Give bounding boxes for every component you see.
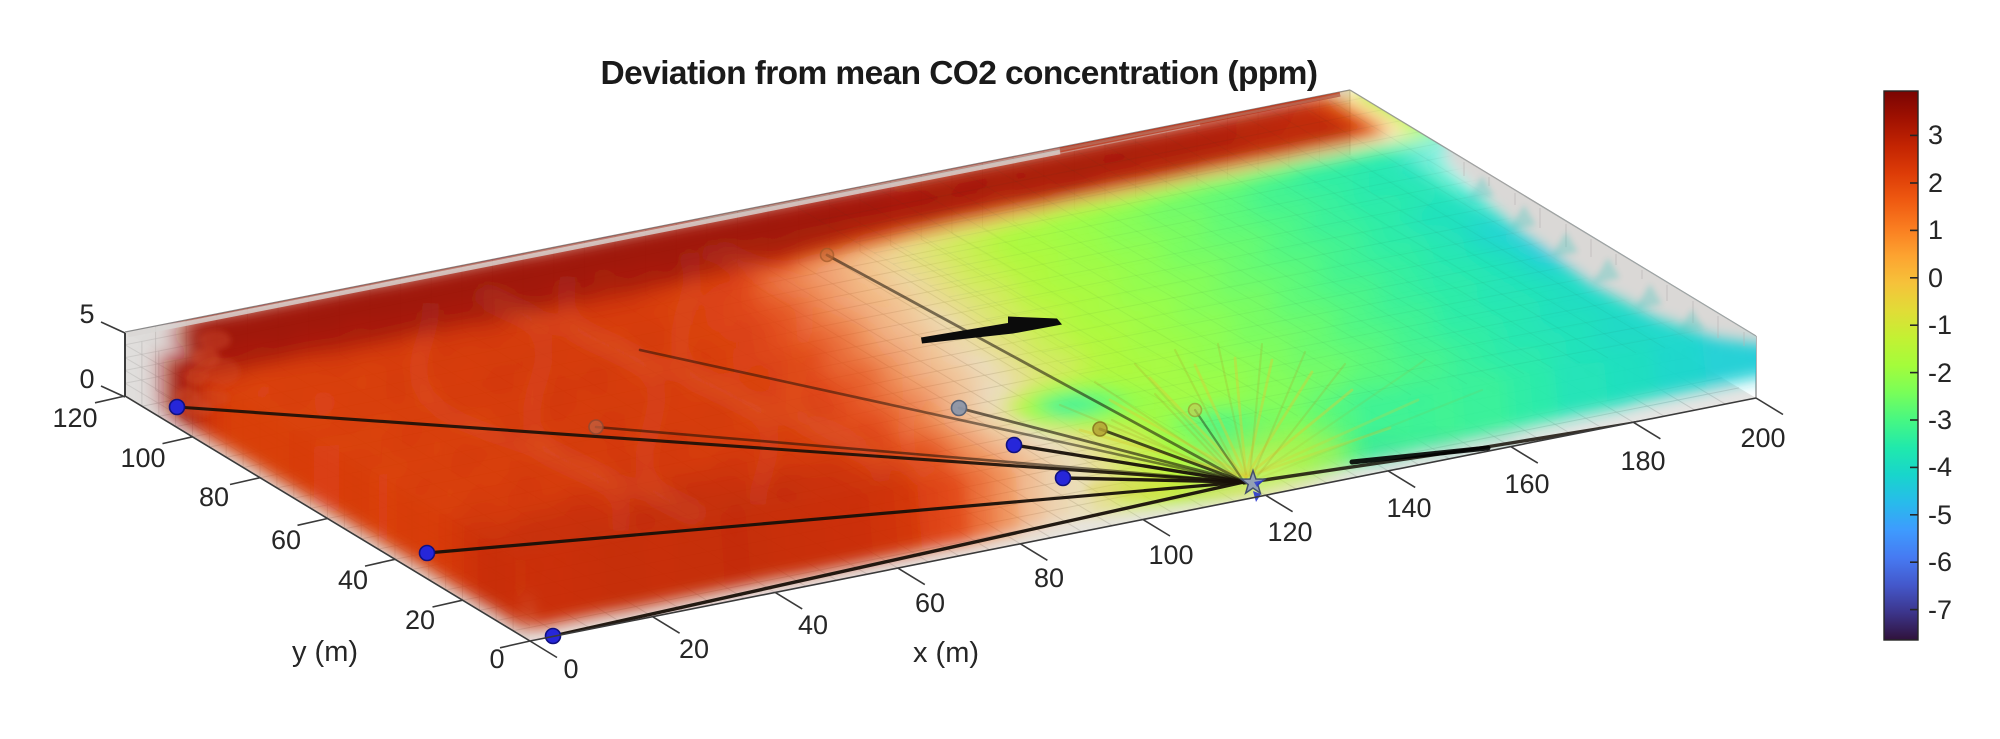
svg-text:80: 80 [199,482,229,512]
svg-text:40: 40 [338,565,368,595]
svg-text:3: 3 [1928,120,1943,150]
svg-text:60: 60 [271,525,301,555]
svg-text:180: 180 [1620,446,1665,476]
svg-text:140: 140 [1386,493,1431,523]
svg-text:20: 20 [405,605,435,635]
svg-text:-5: -5 [1928,500,1952,530]
svg-text:120: 120 [52,403,97,433]
svg-text:y (m): y (m) [292,636,358,668]
svg-text:60: 60 [915,588,945,618]
svg-text:0: 0 [489,644,504,674]
svg-text:-3: -3 [1928,405,1952,435]
svg-text:1: 1 [1928,215,1943,245]
svg-text:80: 80 [1034,563,1064,593]
svg-text:-4: -4 [1928,452,1952,482]
svg-text:Deviation from mean CO2 concen: Deviation from mean CO2 concentration (p… [601,55,1318,92]
svg-text:0: 0 [1928,263,1943,293]
svg-text:160: 160 [1504,469,1549,499]
svg-text:20: 20 [679,634,709,664]
svg-text:-1: -1 [1928,310,1952,340]
svg-text:2: 2 [1928,168,1943,198]
svg-text:100: 100 [120,443,165,473]
svg-text:0: 0 [79,364,94,394]
svg-text:200: 200 [1740,423,1785,453]
svg-text:-7: -7 [1928,595,1952,625]
svg-text:x (m): x (m) [913,637,979,669]
svg-text:100: 100 [1148,540,1193,570]
svg-text:-2: -2 [1928,358,1952,388]
svg-text:0: 0 [563,654,578,684]
svg-text:5: 5 [79,299,94,329]
svg-text:120: 120 [1267,517,1312,547]
svg-text:40: 40 [798,610,828,640]
svg-text:-6: -6 [1928,547,1952,577]
